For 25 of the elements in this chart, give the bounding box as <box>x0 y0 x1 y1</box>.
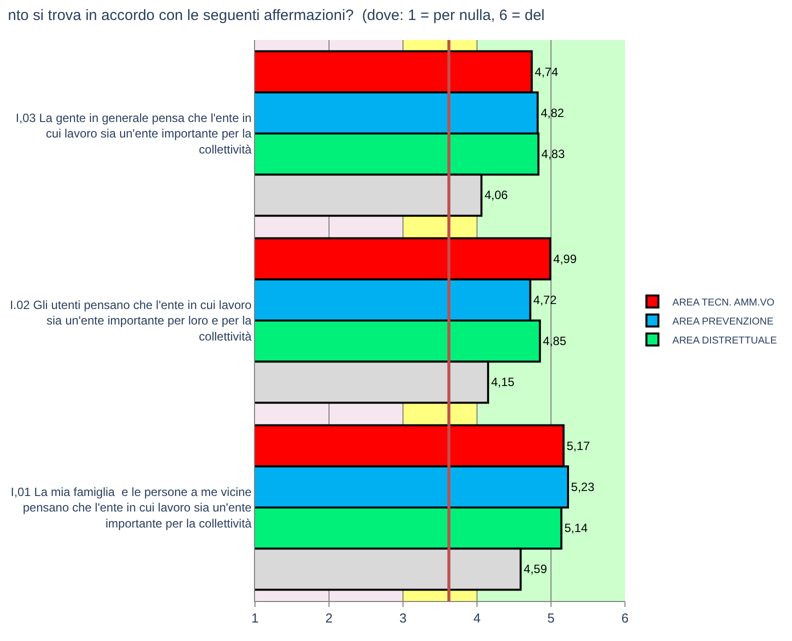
x-tick-label: 2 <box>325 610 333 626</box>
data-label: 5,14 <box>564 521 588 536</box>
data-label: 5,23 <box>571 480 595 494</box>
legend-label: AREA PREVENZIONE <box>672 316 774 328</box>
data-label: 4,15 <box>491 375 515 390</box>
x-tick-label: 4 <box>473 610 481 626</box>
data-label: 4,83 <box>541 147 566 162</box>
chart-title: nto si trova in accordo con le seguenti affermazioni? (dove: 1 = per nulla, 6 = del <box>8 7 545 24</box>
data-label: 4,72 <box>533 292 557 307</box>
x-tick-label: 5 <box>547 610 555 626</box>
data-label: 4,82 <box>540 106 564 120</box>
x-tick-label: 6 <box>621 610 629 626</box>
y-tick-label: I,03 La gente in generale pensa che l'ente in cui lavoro sia un'ente importante per la collettività <box>16 111 252 156</box>
y-tick-label: I,01 La mia famiglia e le persone a me vicine pensano che l'ente in cui lavoro sia un'ente importante per la collettività <box>10 485 252 530</box>
x-tick-label: 1 <box>251 610 259 626</box>
data-label: 5,17 <box>566 438 590 453</box>
legend-label: AREA DISTRETTUALE <box>672 335 778 346</box>
legend-label: AREA TECN. AMM.VO <box>672 297 775 308</box>
y-tick-label: I.02 Gli utenti pensano che l'ente in cui lavoro sia un'ente importante per loro e per la collettività <box>10 298 252 344</box>
data-label: 4,74 <box>534 64 558 79</box>
data-label: 4,06 <box>484 188 508 202</box>
data-label: 4,99 <box>553 252 577 266</box>
data-label: 4,85 <box>542 334 567 348</box>
data-label: 4,59 <box>524 562 548 576</box>
x-tick-label: 3 <box>399 610 407 626</box>
